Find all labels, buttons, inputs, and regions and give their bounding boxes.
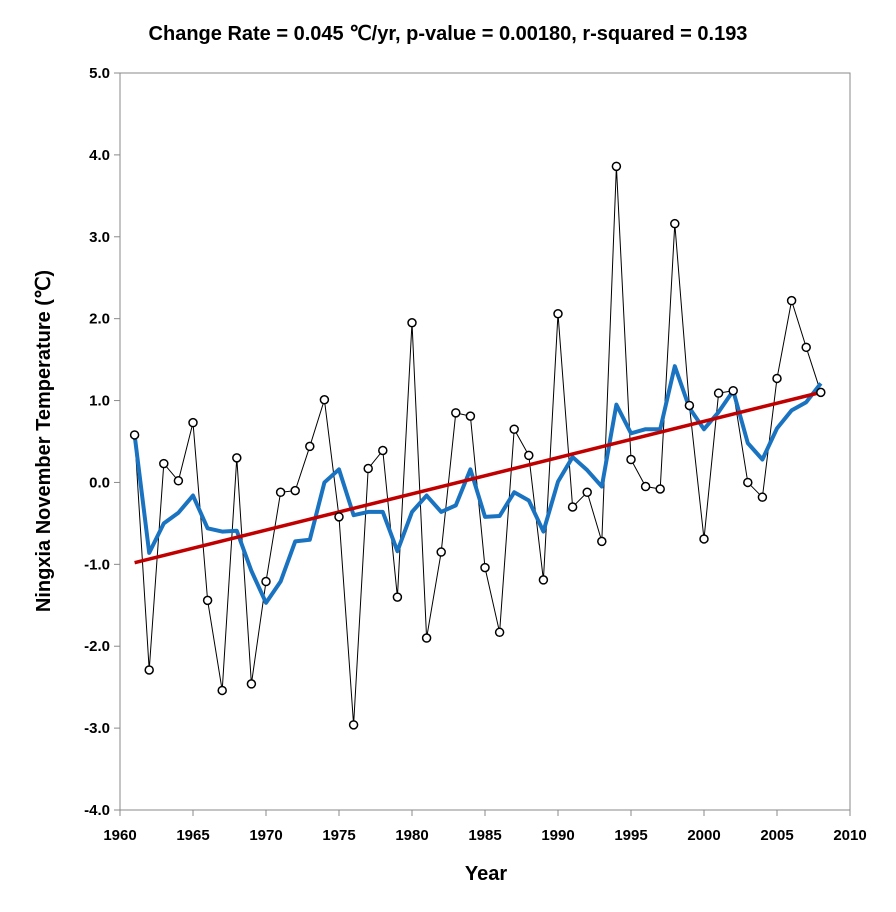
observed-point <box>538 575 549 585</box>
observed-point <box>743 477 753 488</box>
trend-line <box>134 390 822 565</box>
smoothed-series-line <box>132 364 823 605</box>
observed-point <box>421 633 432 643</box>
observed-point <box>305 441 315 452</box>
observed-point <box>684 400 695 411</box>
x-tick-label: 1965 <box>176 827 209 844</box>
observed-point <box>451 408 461 418</box>
observed-point <box>144 665 154 675</box>
observed-point <box>772 373 782 384</box>
observed-point <box>173 476 184 486</box>
observed-point <box>699 534 709 544</box>
observed-point <box>392 592 403 602</box>
observed-point <box>407 318 417 328</box>
observed-point <box>509 424 519 434</box>
chart-title: Change Rate = 0.045 ℃/yr, p-value = 0.00… <box>149 23 748 45</box>
observed-point <box>378 445 388 456</box>
observed-point <box>582 487 592 498</box>
x-tick-label: 1975 <box>322 827 355 844</box>
y-axis-label: Ningxia November Temperature (℃) <box>33 270 55 612</box>
observed-point <box>626 454 636 465</box>
y-tick-label: -3.0 <box>84 720 110 737</box>
observed-point <box>640 481 651 492</box>
x-tick-label: 1960 <box>103 827 136 844</box>
observed-point <box>319 394 330 405</box>
y-tick-label: 1.0 <box>89 393 110 410</box>
observed-point <box>494 627 505 638</box>
observed-point <box>670 218 680 229</box>
observed-point <box>713 388 724 398</box>
y-tick-label: 0.0 <box>89 474 110 491</box>
y-tick-label: -4.0 <box>84 802 110 819</box>
observed-point <box>363 463 373 474</box>
x-tick-label: 1970 <box>249 827 282 844</box>
observed-point <box>348 720 359 730</box>
observed-point <box>246 679 257 689</box>
observed-point <box>728 385 738 396</box>
observed-point <box>188 417 198 428</box>
y-tick-label: -1.0 <box>84 556 110 573</box>
observed-point <box>159 458 169 469</box>
observed-point <box>524 450 534 461</box>
observed-point <box>202 595 213 606</box>
observed-point <box>465 411 476 421</box>
observed-point <box>567 502 578 512</box>
observed-point <box>611 161 622 172</box>
observed-point <box>801 342 811 353</box>
observed-point <box>597 536 607 547</box>
observed-point <box>436 547 446 557</box>
y-tick-label: 3.0 <box>89 229 110 246</box>
observed-point <box>757 492 768 502</box>
observed-point <box>275 487 286 498</box>
series-layer <box>129 161 826 730</box>
x-tick-label: 1995 <box>614 827 647 844</box>
observed-series-line <box>134 166 822 725</box>
x-tick-label: 1990 <box>541 827 574 844</box>
x-axis-label: Year <box>465 863 507 885</box>
x-axis: 1960 1965 1970 1975 1980 1985 1990 1995 2000 2005… <box>103 810 867 844</box>
y-tick-label: 5.0 <box>89 65 110 82</box>
observed-point <box>553 309 563 319</box>
observed-point <box>232 453 242 463</box>
observed-point <box>129 430 140 440</box>
y-tick-label: -2.0 <box>84 638 110 655</box>
x-tick-label: 1980 <box>395 827 428 844</box>
observed-point <box>261 576 271 587</box>
observed-point <box>655 484 665 494</box>
plot-area <box>119 72 851 811</box>
x-tick-label: 2010 <box>833 827 866 844</box>
observed-point <box>816 387 826 398</box>
observed-point <box>217 685 227 696</box>
observed-point <box>334 512 344 522</box>
x-tick-label: 2000 <box>687 827 720 844</box>
x-tick-label: 2005 <box>760 827 793 844</box>
observed-point <box>290 485 300 496</box>
y-axis: 5.0 4.0 3.0 2.0 1.0 0.0 -1.0 -2.0 -3.0 -4.0 <box>84 65 120 819</box>
observed-point <box>480 562 490 573</box>
y-tick-label: 4.0 <box>89 147 110 164</box>
x-tick-label: 1985 <box>468 827 501 844</box>
y-tick-label: 2.0 <box>89 311 110 328</box>
observed-point <box>786 295 797 306</box>
